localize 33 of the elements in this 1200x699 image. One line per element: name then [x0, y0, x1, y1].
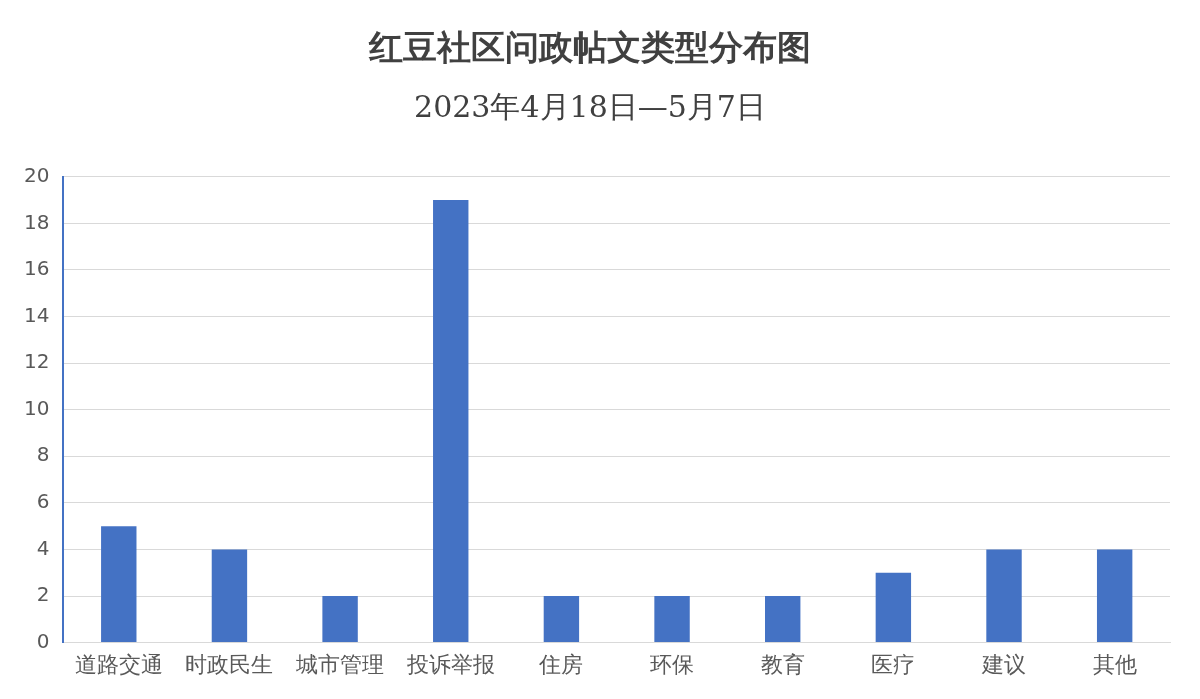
x-tick-label: 医疗	[871, 651, 916, 677]
bar	[322, 596, 358, 643]
x-tick-label: 时政民生	[185, 651, 274, 677]
bar	[101, 526, 137, 643]
x-tick-label: 道路交通	[74, 651, 163, 677]
y-tick-label: 18	[24, 209, 50, 234]
y-tick-label: 0	[36, 628, 50, 653]
y-tick-label: 2	[36, 582, 50, 607]
x-tick-label: 住房	[538, 651, 584, 677]
bar	[543, 596, 580, 643]
x-tick-label: 其他	[1092, 651, 1137, 677]
y-tick-label: 12	[24, 349, 50, 374]
x-tick-label: 建议	[981, 651, 1027, 677]
y-tick-label: 8	[36, 442, 50, 467]
y-tick-label: 20	[24, 163, 50, 187]
y-tick-label: 14	[24, 302, 50, 327]
bar	[211, 549, 248, 643]
x-tick-label: 城市管理	[295, 651, 385, 677]
x-tick-label: 投诉举报	[405, 651, 495, 677]
bar	[433, 200, 469, 643]
y-tick-label: 10	[24, 395, 50, 420]
y-tick-label: 6	[36, 489, 50, 514]
y-tick-label: 4	[36, 535, 50, 560]
x-tick-label: 教育	[760, 651, 805, 677]
bar	[654, 596, 690, 643]
bar	[1096, 549, 1133, 643]
y-tick-label: 16	[24, 256, 50, 281]
bar	[875, 572, 912, 643]
chart-title: 红豆社区问政帖文类型分布图	[368, 27, 811, 68]
chart-subtitle: 2023年4月18日—5月7日	[414, 88, 766, 124]
bar	[765, 596, 801, 643]
x-tick-label: 环保	[650, 651, 695, 677]
bar	[986, 549, 1022, 643]
